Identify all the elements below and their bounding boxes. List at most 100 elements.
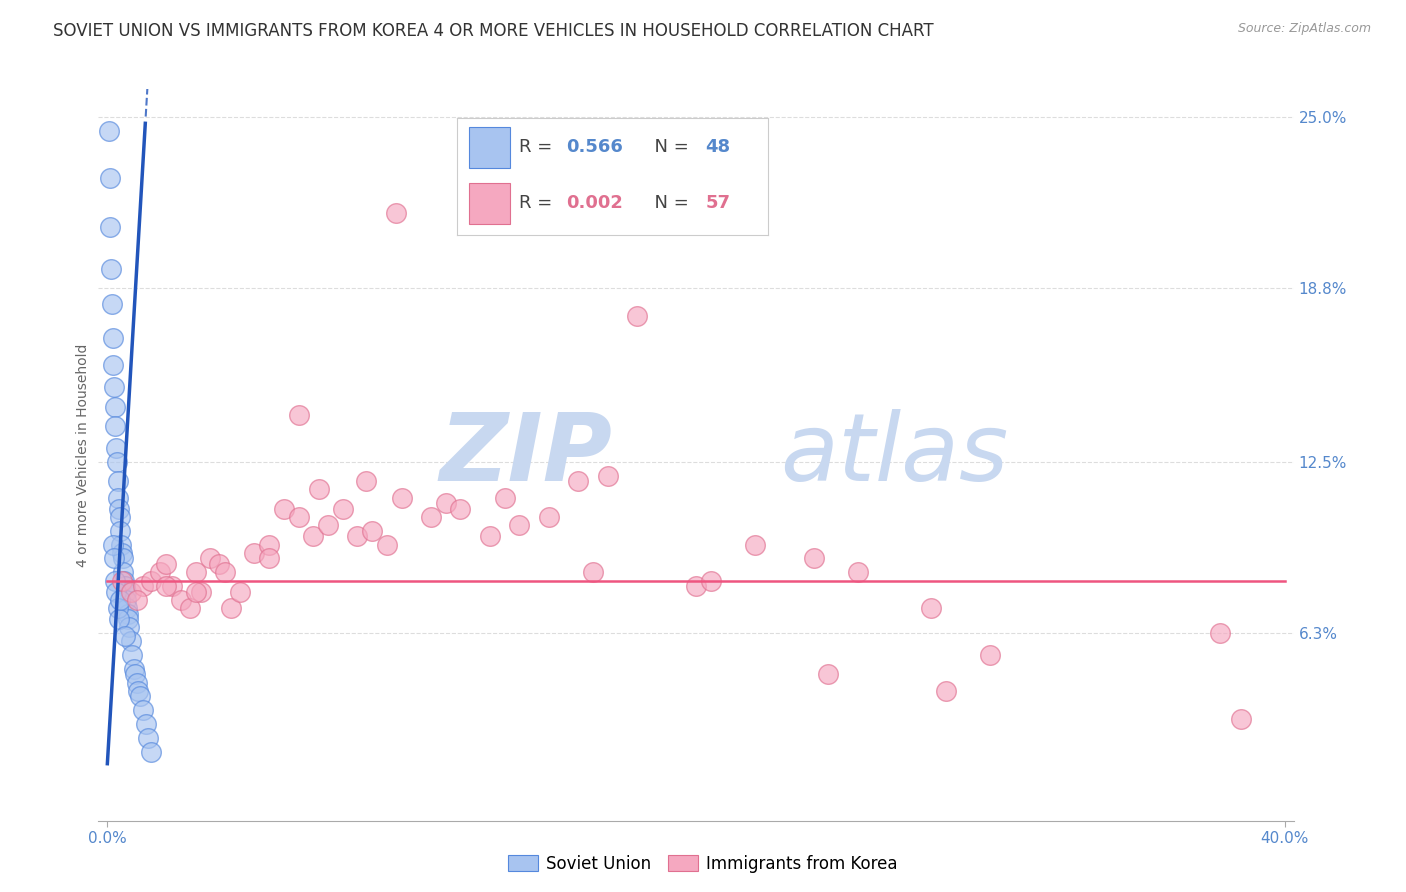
Point	[128, 690, 150, 704]
Point	[434, 496, 457, 510]
Point	[121, 648, 143, 662]
Point	[107, 491, 129, 505]
Point	[567, 474, 589, 488]
Point	[124, 667, 146, 681]
Point	[537, 510, 560, 524]
Point	[114, 629, 136, 643]
Point	[190, 584, 212, 599]
Point	[120, 584, 142, 599]
Point	[105, 441, 128, 455]
Point	[287, 408, 309, 422]
Point	[125, 592, 148, 607]
Point	[110, 524, 132, 538]
Point	[112, 574, 135, 588]
Point	[108, 592, 131, 607]
Point	[111, 574, 134, 588]
Point	[384, 206, 406, 220]
Point	[103, 380, 125, 394]
Point	[920, 601, 942, 615]
Point	[179, 601, 201, 615]
Point	[243, 546, 266, 560]
Point	[112, 566, 135, 580]
Point	[127, 684, 149, 698]
Point	[134, 717, 156, 731]
Point	[361, 524, 384, 538]
Point	[115, 592, 138, 607]
Point	[141, 574, 163, 588]
Point	[375, 538, 398, 552]
Text: Source: ZipAtlas.com: Source: ZipAtlas.com	[1237, 22, 1371, 36]
Point	[125, 675, 148, 690]
Point	[114, 584, 136, 599]
Point	[494, 491, 516, 505]
Text: ZIP: ZIP	[440, 409, 613, 501]
Point	[104, 574, 127, 588]
Point	[114, 579, 136, 593]
Point	[257, 551, 280, 566]
Point	[104, 419, 127, 434]
Point	[200, 551, 222, 566]
Point	[257, 538, 280, 552]
Point	[208, 557, 231, 571]
Point	[104, 400, 127, 414]
Point	[97, 123, 120, 137]
Point	[935, 684, 957, 698]
Point	[228, 584, 250, 599]
Point	[979, 648, 1001, 662]
Point	[117, 601, 139, 615]
Point	[117, 612, 139, 626]
Legend: Soviet Union, Immigrants from Korea: Soviet Union, Immigrants from Korea	[502, 848, 904, 880]
Point	[1229, 712, 1251, 726]
Point	[131, 703, 153, 717]
Point	[184, 566, 207, 580]
Point	[450, 501, 472, 516]
Point	[149, 566, 172, 580]
Y-axis label: 4 or more Vehicles in Household: 4 or more Vehicles in Household	[76, 343, 90, 566]
Point	[141, 745, 163, 759]
Point	[287, 510, 309, 524]
Point	[122, 662, 145, 676]
Point	[817, 667, 839, 681]
Point	[478, 529, 501, 543]
Point	[273, 501, 295, 516]
Point	[685, 579, 707, 593]
Point	[508, 518, 530, 533]
Point	[98, 220, 121, 235]
Point	[846, 566, 869, 580]
Point	[120, 634, 142, 648]
Point	[111, 551, 134, 566]
Point	[582, 566, 605, 580]
Point	[107, 474, 129, 488]
Point	[105, 584, 128, 599]
Point	[744, 538, 766, 552]
Point	[155, 557, 177, 571]
Point	[107, 601, 129, 615]
Point	[219, 601, 242, 615]
Point	[118, 620, 141, 634]
Point	[111, 546, 134, 560]
Point	[110, 538, 132, 552]
Point	[184, 584, 207, 599]
Point	[302, 529, 325, 543]
Point	[108, 501, 131, 516]
Point	[170, 592, 193, 607]
Point	[332, 501, 354, 516]
Point	[105, 455, 128, 469]
Point	[138, 731, 160, 745]
Point	[98, 170, 121, 185]
Point	[101, 358, 124, 372]
Point	[346, 529, 368, 543]
Point	[596, 468, 619, 483]
Point	[103, 551, 125, 566]
Point	[391, 491, 413, 505]
Point	[100, 297, 122, 311]
Point	[100, 261, 122, 276]
Point	[160, 579, 183, 593]
Text: SOVIET UNION VS IMMIGRANTS FROM KOREA 4 OR MORE VEHICLES IN HOUSEHOLD CORRELATIO: SOVIET UNION VS IMMIGRANTS FROM KOREA 4 …	[53, 22, 934, 40]
Point	[626, 309, 648, 323]
Point	[308, 483, 330, 497]
Point	[117, 607, 139, 621]
Point	[108, 612, 131, 626]
Point	[420, 510, 443, 524]
Point	[101, 330, 124, 344]
